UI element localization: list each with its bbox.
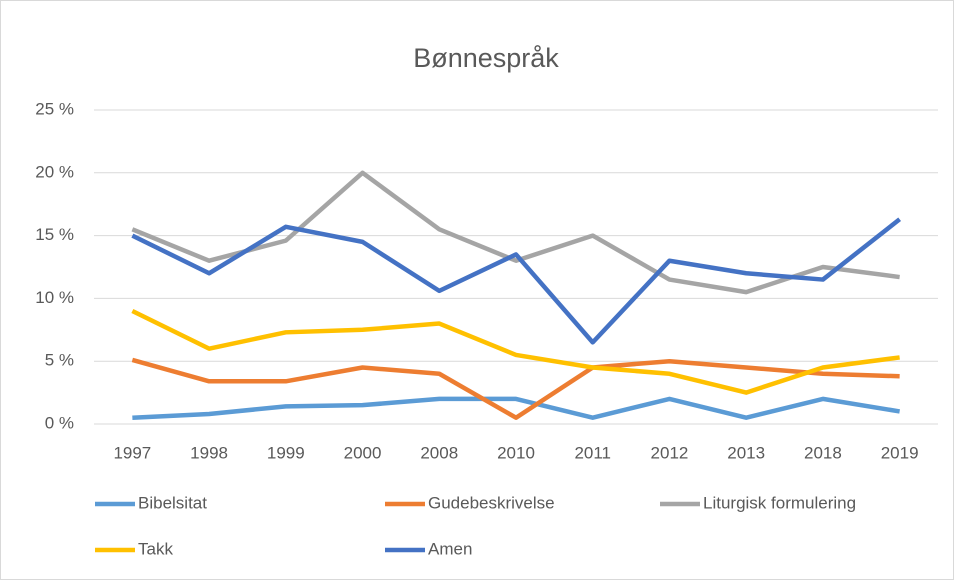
legend-label: Bibelsitat xyxy=(138,493,207,512)
legend-label: Liturgisk formulering xyxy=(703,493,856,512)
x-tick-label: 1999 xyxy=(267,443,305,462)
x-tick-label: 2008 xyxy=(420,443,458,462)
legend-label: Gudebeskrivelse xyxy=(428,493,555,512)
series-line xyxy=(131,357,900,420)
series-line xyxy=(132,396,900,420)
y-tick-label: 20 % xyxy=(35,162,74,181)
x-tick-label: 2012 xyxy=(651,443,689,462)
x-tick-label: 2019 xyxy=(881,443,919,462)
y-tick-label: 10 % xyxy=(35,288,74,307)
x-tick-label: 2011 xyxy=(574,443,611,462)
series-line xyxy=(131,170,900,295)
x-tick-label: 2013 xyxy=(727,443,765,462)
legend-label: Amen xyxy=(428,539,472,558)
series-line xyxy=(131,308,900,395)
x-tick-label: 2010 xyxy=(497,443,535,462)
y-tick-label: 25 % xyxy=(35,99,74,118)
x-tick-label: 1997 xyxy=(113,443,151,462)
x-tick-label: 2018 xyxy=(804,443,842,462)
x-tick-label: 2000 xyxy=(344,443,382,462)
x-tick-label: 1998 xyxy=(190,443,228,462)
legend-label: Takk xyxy=(138,539,173,558)
y-tick-label: 0 % xyxy=(45,413,74,432)
series-line xyxy=(131,217,902,345)
y-tick-label: 15 % xyxy=(35,225,74,244)
chart-title: Bønnespråk xyxy=(413,43,559,73)
y-tick-label: 5 % xyxy=(45,351,74,370)
